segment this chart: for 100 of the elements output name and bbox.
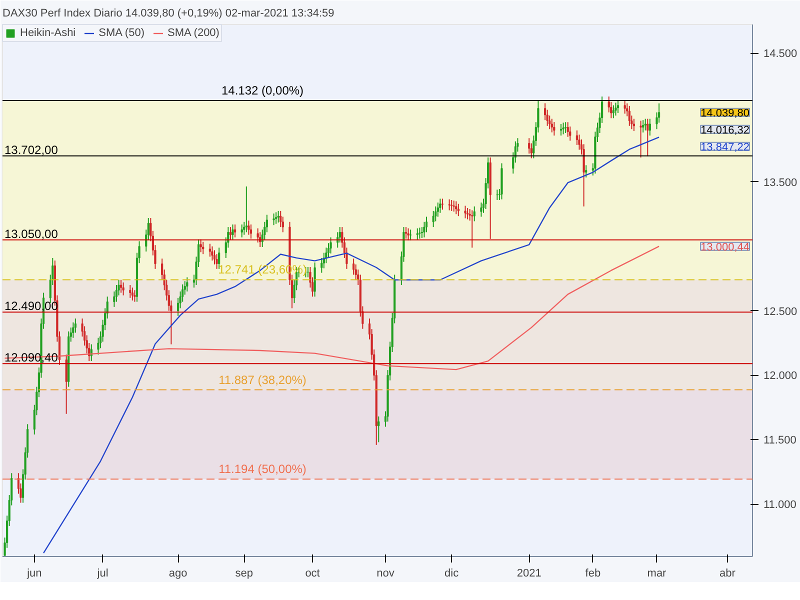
candlestick xyxy=(436,202,439,218)
y-tick-label: 14.500 xyxy=(764,48,798,60)
legend-label: SMA (50) xyxy=(98,27,144,39)
candlestick xyxy=(129,284,132,298)
candlestick xyxy=(452,200,455,212)
candlestick xyxy=(648,118,651,136)
x-tick-label: jul xyxy=(96,568,108,580)
candlestick xyxy=(432,210,434,228)
chart-title: DAX30 Perf Index Diario 14.039,80 (+0,19%) 02-mar-2021 13:34:59 xyxy=(2,8,334,20)
candlestick xyxy=(448,198,450,211)
candlestick xyxy=(569,126,572,142)
legend-label: Heikin-Ashi xyxy=(20,27,76,39)
candlestick xyxy=(256,228,259,244)
y-tick-label: 12.500 xyxy=(764,306,798,318)
candlestick xyxy=(186,276,188,292)
candlestick xyxy=(640,120,642,158)
candlestick xyxy=(564,122,567,134)
candlestick xyxy=(632,118,636,132)
candlestick xyxy=(232,224,234,240)
candlestick xyxy=(404,226,408,240)
candlestick xyxy=(248,220,250,236)
candlestick xyxy=(338,226,341,244)
candlestick xyxy=(418,227,421,240)
candlestick xyxy=(320,257,323,274)
candlestick xyxy=(466,207,469,220)
candlestick xyxy=(245,186,248,233)
candlestick xyxy=(471,210,474,248)
ref-line-label: 11.194 (50,00%) xyxy=(218,462,306,476)
annotation: 13.847,22 xyxy=(700,141,750,154)
candlestick xyxy=(275,212,278,224)
candlestick xyxy=(234,224,236,238)
candlestick xyxy=(410,229,412,241)
x-tick-label: jun xyxy=(26,568,42,580)
candlestick xyxy=(624,100,626,114)
candlestick xyxy=(211,246,214,262)
candlestick xyxy=(439,198,442,214)
x-tick-label: abr xyxy=(719,568,736,580)
candlestick xyxy=(416,228,418,240)
candlestick xyxy=(216,254,218,270)
x-tick-label: dic xyxy=(444,568,460,580)
candlestick xyxy=(644,118,646,131)
candlestick xyxy=(628,105,630,126)
candlestick xyxy=(330,236,332,254)
candlestick xyxy=(473,206,476,222)
x-tick-label: 2021 xyxy=(516,568,542,580)
candlestick xyxy=(240,224,243,238)
candlestick xyxy=(616,100,620,114)
candlestick xyxy=(528,138,530,154)
candlestick xyxy=(582,144,585,207)
candlestick xyxy=(441,198,444,210)
x-tick-label: mar xyxy=(647,568,667,580)
candlestick xyxy=(134,290,136,302)
legend-label: SMA (200) xyxy=(168,27,220,39)
candlestick xyxy=(464,205,466,219)
candlestick xyxy=(213,250,216,265)
x-tick-label: feb xyxy=(585,568,601,580)
x-tick-label: ago xyxy=(168,568,188,580)
candlestick xyxy=(457,203,460,217)
candlestick xyxy=(250,224,252,240)
x-tick-label: oct xyxy=(305,568,320,580)
candlestick xyxy=(122,282,124,296)
candlestick xyxy=(646,118,649,157)
candlestick xyxy=(202,241,204,255)
candlestick xyxy=(585,164,588,178)
candlestick xyxy=(480,202,482,218)
candlestick xyxy=(72,322,74,338)
ref-line-label: 13.050,00 xyxy=(4,226,58,241)
candlestick xyxy=(578,134,580,150)
candlestick xyxy=(562,122,564,135)
annotation: 14.016,32 xyxy=(700,124,750,136)
candlestick xyxy=(407,228,410,241)
candlestick xyxy=(272,213,275,226)
ref-line-label: 11.887 (38,20%) xyxy=(218,372,306,387)
candlestick xyxy=(566,122,569,138)
candlestick xyxy=(614,102,617,116)
y-tick-label: 11.500 xyxy=(764,434,796,447)
candlestick xyxy=(229,226,232,240)
candlestick xyxy=(642,120,644,133)
x-tick-label: sep xyxy=(235,568,254,580)
candlestick xyxy=(218,247,220,270)
candlestick xyxy=(576,130,578,146)
candlestick xyxy=(131,287,134,301)
line-series xyxy=(4,246,660,370)
ref-line-label: 14.132 (0,00%) xyxy=(221,84,304,98)
candlestick xyxy=(550,118,553,133)
candlestick xyxy=(120,279,122,294)
x-tick-label: nov xyxy=(376,568,395,580)
y-tick-label: 13.500 xyxy=(764,176,798,189)
y-tick-label: 12.000 xyxy=(764,370,798,382)
candlestick xyxy=(612,104,614,119)
candlestick xyxy=(378,416,380,443)
candlestick xyxy=(200,238,202,253)
ref-line-label: 13.702,00 xyxy=(4,142,58,157)
candlestick xyxy=(455,200,458,215)
y-tick-label: 11.000 xyxy=(764,499,796,512)
candlestick xyxy=(208,243,211,258)
candlestick xyxy=(553,122,556,136)
candlestick xyxy=(314,262,316,298)
candlestick xyxy=(277,210,280,224)
candlestick xyxy=(65,354,68,414)
